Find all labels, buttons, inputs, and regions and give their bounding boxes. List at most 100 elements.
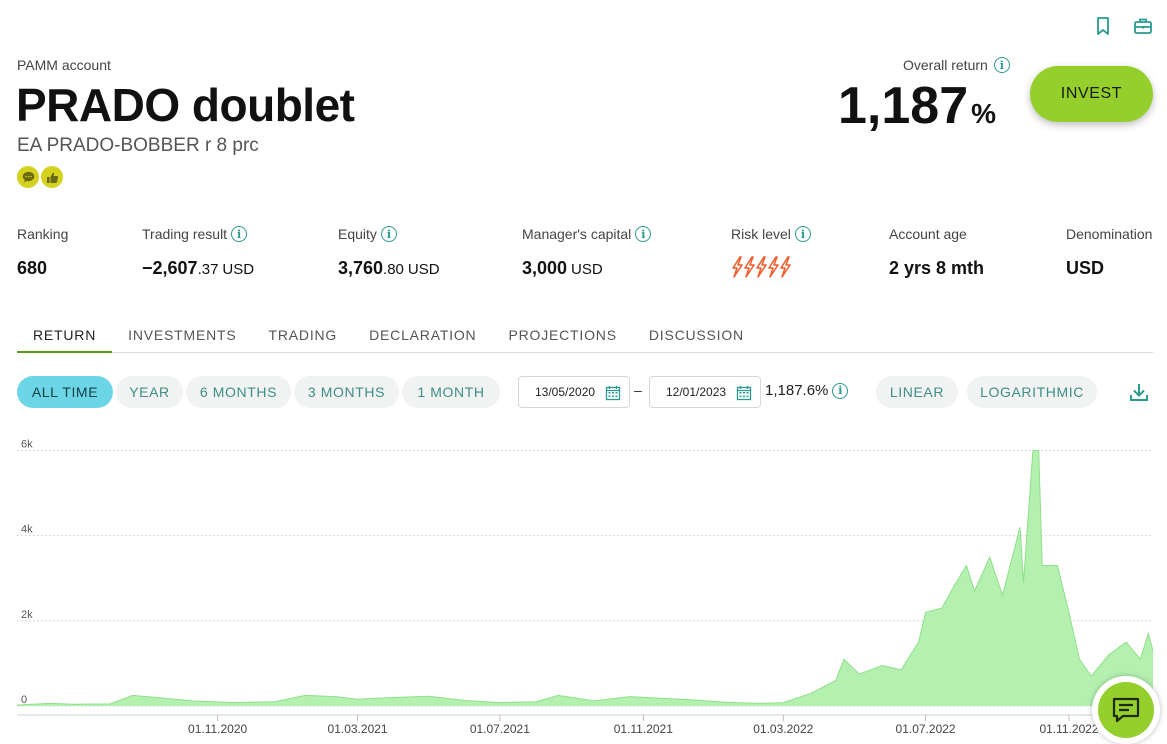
stat-label: Manager's capital i bbox=[522, 224, 652, 244]
info-icon[interactable]: i bbox=[794, 226, 811, 242]
date-to-input[interactable]: 12/01/2023 bbox=[649, 376, 761, 408]
tab-return[interactable]: RETURN bbox=[17, 318, 113, 353]
stat-value: −2,607.37 USD bbox=[142, 258, 254, 279]
risk-level-indicator bbox=[731, 256, 811, 278]
stat-risk-level: Risk level i bbox=[731, 224, 811, 278]
date-range-separator: – bbox=[634, 382, 642, 398]
range-return: 1,187.6% i bbox=[765, 382, 849, 399]
stat-trading-result: Trading result i −2,607.37 USD bbox=[142, 224, 254, 279]
range-year-button[interactable]: YEAR bbox=[116, 376, 183, 408]
briefcase-icon[interactable] bbox=[1133, 16, 1153, 36]
account-name: PRADO doublet bbox=[16, 79, 355, 131]
account-strategy: EA PRADO-BOBBER r 8 prc bbox=[17, 135, 259, 156]
calendar-icon[interactable] bbox=[605, 385, 621, 401]
stat-label: Risk level i bbox=[731, 224, 811, 244]
stat-label-text: Equity bbox=[338, 226, 377, 242]
chat-icon bbox=[1112, 697, 1140, 723]
info-icon[interactable]: i bbox=[832, 382, 849, 399]
date-from-value: 13/05/2020 bbox=[535, 385, 596, 399]
stat-value-dec: .80 bbox=[383, 261, 404, 278]
stat-label-text: Risk level bbox=[731, 226, 791, 242]
tab-bar: RETURN INVESTMENTS TRADING DECLARATION P… bbox=[17, 318, 1153, 353]
overall-return-number: 1,187 bbox=[838, 77, 969, 135]
tab-investments[interactable]: INVESTMENTS bbox=[128, 327, 237, 343]
stat-value-currency: USD bbox=[407, 261, 440, 278]
return-area bbox=[17, 450, 1153, 706]
x-tick-label: 01.03.2022 bbox=[753, 722, 813, 736]
return-chart: 0 2k 4k 6k 01.11.2020 01.03.2021 01.07.2021 01… bbox=[16, 439, 1154, 736]
invest-button[interactable]: INVEST bbox=[1030, 66, 1153, 122]
account-type: PAMM account bbox=[17, 57, 111, 73]
overall-return-label-text: Overall return bbox=[903, 57, 988, 73]
x-tick-label: 01.07.2022 bbox=[896, 722, 956, 736]
x-tick-label: 01.03.2021 bbox=[328, 722, 388, 736]
linear-scale-button[interactable]: LINEAR bbox=[876, 376, 958, 408]
stat-value: 3,760.80 USD bbox=[338, 258, 440, 279]
y-tick-label: 2k bbox=[21, 609, 33, 621]
thumbs-up-icon[interactable] bbox=[41, 166, 63, 188]
stat-value-currency: USD bbox=[222, 261, 255, 278]
tab-projections[interactable]: PROJECTIONS bbox=[508, 327, 617, 343]
overall-return-unit: % bbox=[971, 98, 997, 129]
return-line bbox=[16, 450, 1154, 706]
x-tick-label: 01.11.2020 bbox=[188, 722, 247, 736]
stat-value-int: −2,607 bbox=[142, 258, 198, 278]
badges bbox=[17, 166, 63, 188]
stat-value-currency: USD bbox=[571, 261, 603, 278]
risk-bolt-icon bbox=[744, 256, 755, 278]
top-icons bbox=[1093, 16, 1153, 36]
stat-manager-capital: Manager's capital i 3,000 USD bbox=[522, 224, 652, 279]
stat-value-int: 3,760 bbox=[338, 258, 384, 278]
stat-equity: Equity i 3,760.80 USD bbox=[338, 224, 440, 279]
stat-value: USD bbox=[1066, 258, 1105, 278]
y-tick-label: 4k bbox=[21, 524, 33, 536]
stat-value-dec: .37 bbox=[197, 261, 219, 278]
stat-value: 2 yrs 8 mth bbox=[889, 258, 985, 278]
stat-label: Trading result i bbox=[142, 224, 254, 244]
info-icon[interactable]: i bbox=[231, 226, 248, 242]
chat-button[interactable] bbox=[1092, 676, 1160, 744]
calendar-icon[interactable] bbox=[736, 385, 752, 401]
y-tick-label: 6k bbox=[21, 439, 33, 451]
tab-declaration[interactable]: DECLARATION bbox=[369, 327, 477, 343]
stat-label: Ranking bbox=[17, 226, 69, 242]
stat-account-age: Account age 2 yrs 8 mth bbox=[889, 224, 984, 279]
x-tick-label: 01.07.2021 bbox=[470, 722, 530, 736]
x-tick-label: 01.11.2022 bbox=[1039, 722, 1098, 736]
tab-trading[interactable]: TRADING bbox=[268, 327, 338, 343]
date-to-value: 12/01/2023 bbox=[666, 385, 727, 399]
range-3-months-button[interactable]: 3 MONTHS bbox=[294, 376, 399, 408]
stat-value: 680 bbox=[17, 258, 48, 278]
stat-label-text: Manager's capital bbox=[522, 226, 632, 242]
range-all-time-button[interactable]: ALL TIME bbox=[17, 376, 113, 408]
risk-bolt-icon bbox=[780, 256, 791, 278]
download-icon[interactable] bbox=[1128, 381, 1150, 403]
stat-denomination: Denomination USD bbox=[1066, 224, 1152, 279]
tab-discussion[interactable]: DISCUSSION bbox=[648, 327, 744, 343]
info-icon[interactable]: i bbox=[380, 226, 397, 242]
stat-label-text: Trading result bbox=[142, 226, 228, 242]
stat-label: Equity i bbox=[338, 224, 440, 244]
chat-button-inner bbox=[1098, 682, 1154, 738]
overall-return-value: 1,187% bbox=[838, 76, 996, 136]
stat-label: Account age bbox=[889, 226, 967, 242]
range-return-value: 1,187.6% bbox=[765, 382, 829, 399]
risk-bolt-icon bbox=[756, 256, 767, 278]
logarithmic-scale-button[interactable]: LOGARITHMIC bbox=[967, 376, 1097, 408]
date-from-input[interactable]: 13/05/2020 bbox=[518, 376, 630, 408]
info-icon[interactable]: i bbox=[635, 226, 652, 242]
range-1-month-button[interactable]: 1 MONTH bbox=[402, 376, 500, 408]
risk-bolt-icon bbox=[768, 256, 779, 278]
overall-return-label: Overall return i bbox=[903, 57, 1010, 73]
stat-value-int: 3,000 bbox=[522, 258, 568, 278]
y-tick-label: 0 bbox=[21, 694, 27, 706]
stat-value: 3,000 USD bbox=[522, 258, 651, 279]
stat-ranking: Ranking 680 bbox=[17, 224, 68, 279]
info-icon[interactable]: i bbox=[993, 57, 1010, 73]
range-6-months-button[interactable]: 6 MONTHS bbox=[186, 376, 291, 408]
chat-bubble-icon[interactable] bbox=[17, 166, 39, 188]
stat-label: Denomination bbox=[1066, 226, 1153, 242]
bookmark-icon[interactable] bbox=[1093, 16, 1113, 36]
x-tick-label: 01.11.2021 bbox=[614, 722, 673, 736]
risk-bolt-icon bbox=[732, 256, 743, 278]
